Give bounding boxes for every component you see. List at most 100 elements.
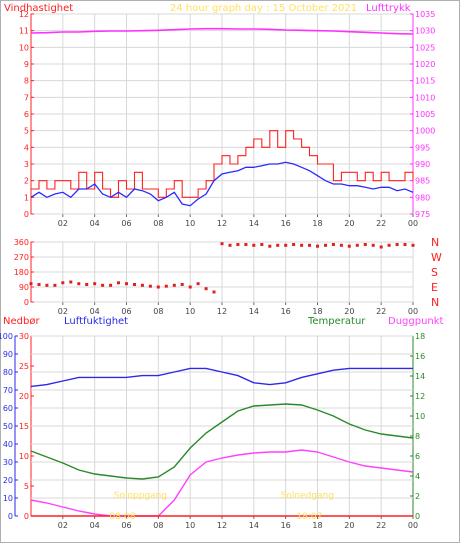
direction-xtick-label: 14 (249, 307, 259, 316)
climate-xtick-label: 18 (312, 521, 322, 530)
direction-point (252, 243, 256, 247)
dewpoint-axis-label: Duggpunkt (388, 316, 444, 327)
humidity-ytick-label: 40 (3, 440, 13, 449)
humidity-ytick-label: 60 (3, 404, 13, 413)
direction-ytick-label: 270 (14, 253, 29, 262)
rain-ytick-label: 30 (19, 332, 29, 341)
direction-point (172, 283, 176, 287)
direction-point (276, 243, 280, 247)
direction-point (308, 243, 311, 247)
direction-point (411, 243, 415, 247)
direction-point (379, 245, 383, 249)
direction-point (61, 281, 65, 285)
wind-xtick-label: 02 (58, 219, 68, 228)
direction-point (268, 244, 272, 248)
direction-point (69, 280, 73, 284)
pressure-ytick-label: 1010 (415, 93, 435, 102)
direction-point (53, 283, 57, 287)
wind-xtick-label: 14 (249, 219, 259, 228)
direction-point (347, 244, 351, 248)
humidity-ytick-label: 30 (3, 458, 13, 467)
direction-point (260, 243, 264, 246)
direction-point (93, 282, 97, 286)
pressure-ytick-label: 1035 (415, 10, 435, 19)
wind-ytick-label: 9 (24, 60, 29, 69)
direction-xtick-label: 00 (408, 307, 418, 316)
pressure-ytick-label: 980 (415, 193, 430, 202)
direction-xtick-label: 02 (58, 307, 68, 316)
direction-ytick-label: 90 (19, 283, 29, 292)
direction-point (140, 283, 144, 287)
climate-xtick-label: 16 (281, 521, 291, 530)
temperature-ytick-label: 8 (415, 432, 420, 441)
temperature-line (30, 403, 414, 480)
rain-ytick-label: 20 (19, 392, 29, 401)
direction-point (244, 243, 248, 246)
humidity-ytick-label: 80 (3, 368, 13, 377)
wind-ytick-label: 3 (24, 160, 29, 169)
wind-xtick-label: 18 (312, 219, 322, 228)
direction-point (85, 283, 89, 286)
pressure-ytick-label: 1015 (415, 77, 435, 86)
direction-point (212, 290, 216, 294)
direction-xtick-label: 04 (90, 307, 100, 316)
temperature-ytick-label: 10 (415, 412, 425, 421)
direction-point (236, 243, 240, 246)
direction-point (292, 243, 296, 246)
wind-ytick-label: 4 (24, 143, 29, 152)
rain-ytick-label: 5 (24, 482, 29, 491)
temperature-ytick-label: 12 (415, 392, 425, 401)
compass-label: N (431, 296, 439, 309)
wind-xtick-label: 00 (408, 219, 418, 228)
direction-point (29, 282, 33, 286)
wind-ytick-label: 0 (24, 210, 29, 219)
compass-label: S (431, 266, 438, 279)
humidity-ytick-label: 10 (3, 494, 13, 503)
wind-average-line (30, 161, 414, 207)
temperature-ytick-label: 0 (415, 512, 420, 521)
pressure-ytick-label: 975 (415, 210, 430, 219)
direction-point (196, 282, 200, 286)
direction-point (133, 283, 136, 286)
direction-point (37, 283, 41, 286)
pressure-axis-label: Lufttrykk (366, 3, 411, 14)
wind-axis-label: Vindhastighet (4, 3, 74, 14)
direction-point (339, 243, 343, 247)
wind-ytick-label: 10 (19, 43, 29, 52)
direction-ytick-label: 0 (24, 298, 29, 307)
wind-ytick-label: 1 (24, 193, 29, 202)
wind-xtick-label: 20 (344, 219, 354, 228)
wind-xtick-label: 16 (281, 219, 291, 228)
temperature-ytick-label: 2 (415, 492, 420, 501)
direction-point (156, 285, 160, 289)
humidity-axis-label: Luftfuktighet (64, 316, 129, 327)
sunset-label: Solnedgang (281, 491, 334, 501)
direction-point (363, 243, 367, 246)
rain-ytick-label: 15 (19, 422, 29, 431)
direction-point (331, 243, 335, 246)
direction-xtick-label: 22 (376, 307, 386, 316)
wind-xtick-label: 04 (90, 219, 100, 228)
rain-ytick-label: 0 (24, 512, 29, 521)
compass-label: W (431, 251, 442, 264)
direction-point (204, 287, 208, 291)
dewpoint-line (30, 449, 414, 517)
climate-xtick-label: 20 (344, 521, 354, 530)
direction-point (45, 283, 49, 287)
pressure-ytick-label: 985 (415, 177, 430, 186)
temperature-ytick-label: 4 (415, 472, 420, 481)
wind-xtick-label: 10 (185, 219, 195, 228)
direction-point (188, 285, 192, 289)
temperature-ytick-label: 18 (415, 332, 425, 341)
direction-xtick-label: 06 (121, 307, 131, 316)
direction-ytick-label: 180 (14, 268, 29, 277)
direction-point (125, 282, 128, 286)
wind-ytick-label: 12 (19, 10, 29, 19)
climate-xtick-label: 06 (121, 521, 131, 530)
climate-xtick-label: 14 (249, 521, 259, 530)
humidity-ytick-label: 100 (0, 332, 13, 341)
wind-ytick-label: 11 (19, 27, 29, 36)
climate-xtick-label: 00 (408, 521, 418, 530)
humidity-ytick-label: 0 (8, 512, 13, 521)
